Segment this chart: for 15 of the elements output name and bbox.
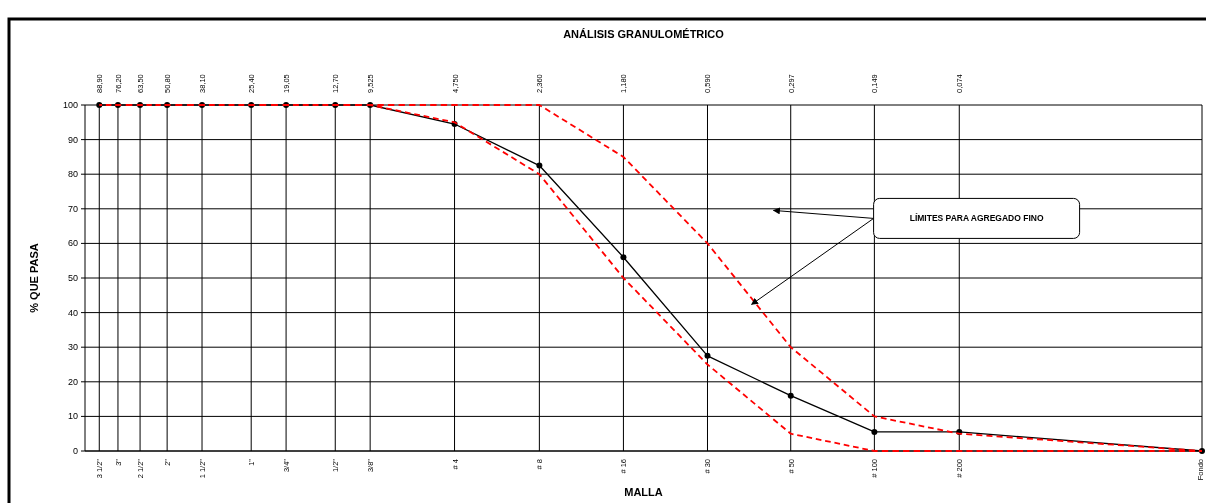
y-tick-label: 50 xyxy=(67,273,78,283)
y-tick-label: 80 xyxy=(67,169,78,180)
y-tick-label: 40 xyxy=(67,307,78,318)
y-tick-label: 10 xyxy=(67,411,78,422)
y-tick-label: 60 xyxy=(67,238,78,249)
y-tick-label: 0 xyxy=(72,446,78,456)
y-tick-label: 100 xyxy=(62,100,78,110)
x-axis-title: MALLA xyxy=(624,486,663,498)
y-tick-label: 30 xyxy=(67,342,78,353)
y-axis-title: % QUE PASA xyxy=(28,243,40,313)
y-tick-label: 70 xyxy=(67,203,78,214)
y-tick-label: 20 xyxy=(67,376,78,387)
chart-title: ANÁLISIS GRANULOMÉTRICO xyxy=(563,28,725,40)
y-tick-label: 90 xyxy=(67,134,78,145)
annotation: LÍMITES PARA AGREGADO FINO xyxy=(909,213,1044,224)
